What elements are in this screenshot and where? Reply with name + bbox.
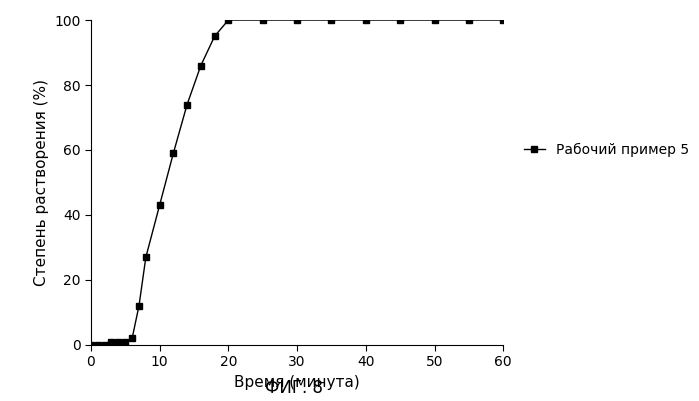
Legend: Рабочий пример 5: Рабочий пример 5	[519, 138, 695, 162]
Y-axis label: Степень растворения (%): Степень растворения (%)	[34, 79, 48, 286]
Text: ФИГ. 8: ФИГ. 8	[265, 379, 322, 397]
X-axis label: Время (минута): Время (минута)	[234, 375, 360, 390]
